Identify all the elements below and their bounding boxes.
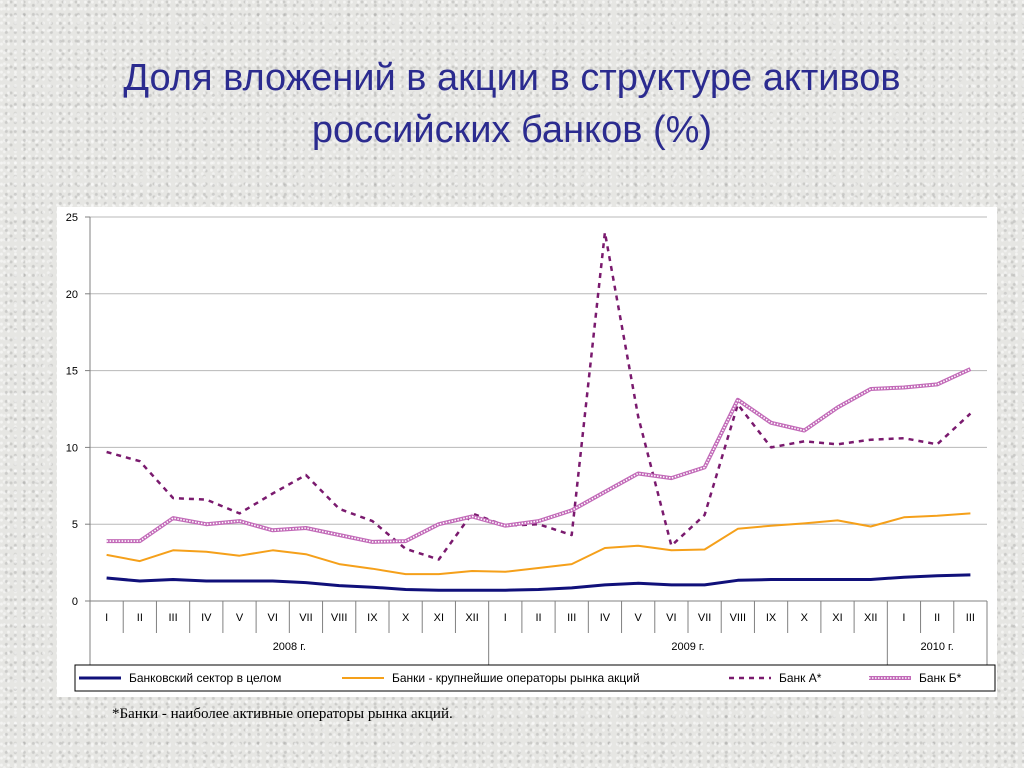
x-tick-label: XII bbox=[465, 612, 478, 624]
x-tick-label: XI bbox=[434, 612, 444, 624]
x-tick-label: V bbox=[236, 612, 244, 624]
x-tick-label: I bbox=[902, 612, 905, 624]
series-line-3 bbox=[106, 231, 972, 561]
legend-label: Банк Б* bbox=[919, 671, 962, 685]
y-tick-label: 15 bbox=[66, 366, 78, 378]
x-tick-label: XII bbox=[864, 612, 877, 624]
y-tick-label: 25 bbox=[66, 212, 78, 224]
slide-title: Доля вложений в акции в структуре активо… bbox=[40, 52, 984, 156]
x-tick-label: II bbox=[934, 612, 940, 624]
x-tick-label: III bbox=[168, 612, 177, 624]
footnote: *Банки - наиболее активные операторы рын… bbox=[112, 706, 453, 722]
x-tick-label: IX bbox=[367, 612, 378, 624]
x-tick-label: V bbox=[634, 612, 642, 624]
title-line-1: Доля вложений в акции в структуре активо… bbox=[123, 57, 901, 99]
x-tick-label: X bbox=[801, 612, 809, 624]
year-label: 2008 г. bbox=[273, 641, 306, 653]
year-label: 2009 г. bbox=[671, 641, 704, 653]
x-tick-label: III bbox=[567, 612, 576, 624]
y-tick-label: 5 bbox=[72, 519, 78, 531]
title-line-2: российских банков (%) bbox=[311, 109, 713, 151]
x-tick-label: VI bbox=[268, 612, 278, 624]
x-tick-label: IV bbox=[600, 612, 611, 624]
x-tick-label: III bbox=[966, 612, 975, 624]
y-tick-label: 20 bbox=[66, 289, 78, 301]
x-tick-label: IX bbox=[766, 612, 777, 624]
series-line-4 bbox=[106, 367, 972, 544]
x-tick-label: I bbox=[504, 612, 507, 624]
series-line-1 bbox=[106, 573, 971, 592]
series-line-2 bbox=[106, 512, 971, 576]
x-tick-label: IV bbox=[201, 612, 212, 624]
x-tick-label: VI bbox=[666, 612, 676, 624]
y-tick-label: 10 bbox=[66, 442, 78, 454]
chart-area: 0 5 10 15 20 25 I II III IV V VI VII VIII IX X XI XII I II I… bbox=[57, 207, 997, 697]
legend-label: Банковский сектор в целом bbox=[129, 671, 281, 685]
legend-label: Банк А* bbox=[779, 671, 822, 685]
x-tick-label: X bbox=[402, 612, 410, 624]
x-tick-label: VII bbox=[698, 612, 711, 624]
x-tick-label: VIII bbox=[331, 612, 348, 624]
legend-label: Банки - крупнейшие операторы рынка акций bbox=[392, 671, 640, 685]
x-tick-label: I bbox=[105, 612, 108, 624]
legend bbox=[74, 664, 996, 692]
y-tick-label: 0 bbox=[72, 596, 78, 608]
x-tick-label: II bbox=[535, 612, 541, 624]
x-tick-label: VIII bbox=[730, 612, 747, 624]
year-label: 2010 г. bbox=[921, 641, 954, 653]
x-tick-label: XI bbox=[832, 612, 842, 624]
series-line-4-inner bbox=[106, 368, 971, 543]
x-tick-label: II bbox=[137, 612, 143, 624]
x-tick-label: VII bbox=[299, 612, 312, 624]
